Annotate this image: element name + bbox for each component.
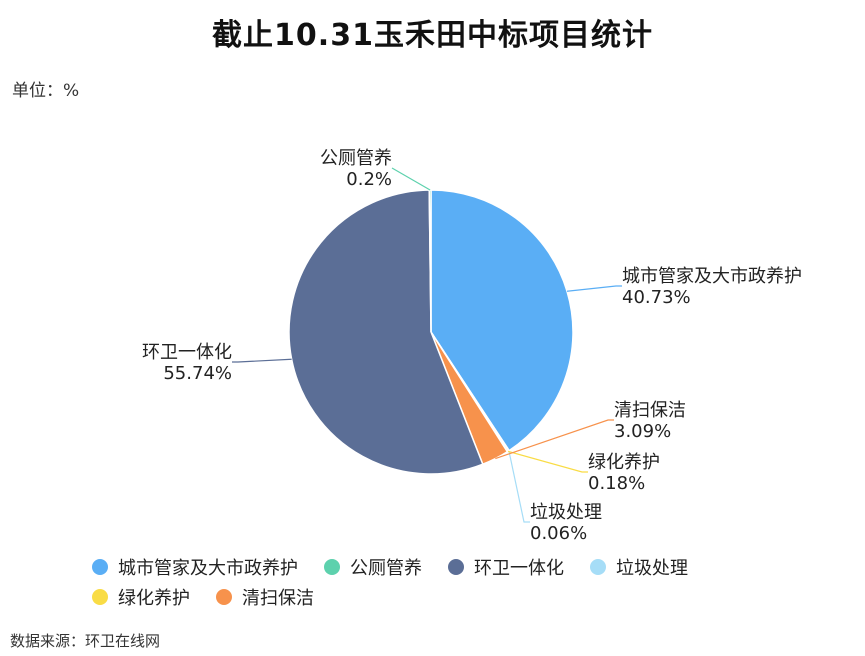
unit-separator: ： [46, 81, 63, 101]
unit-value: % [63, 81, 80, 101]
data-label-name-waste-treatment: 垃圾处理 [530, 502, 602, 523]
legend-label-sanitation-integration: 环卫一体化 [474, 558, 564, 579]
unit-note: 单位：% [12, 76, 79, 101]
legend-swatch-greening [92, 589, 108, 605]
legend-item-sanitation-integration[interactable]: 环卫一体化 [448, 555, 564, 579]
legend-label-public-toilet: 公厕管养 [350, 558, 422, 579]
data-label-name-cleaning: 清扫保洁 [614, 400, 686, 421]
data-label-value-urban-management: 40.73% [622, 287, 691, 308]
legend-item-waste-treatment[interactable]: 垃圾处理 [590, 555, 688, 579]
legend-swatch-waste-treatment [590, 559, 606, 575]
legend-swatch-sanitation-integration [448, 559, 464, 575]
leader-line-public-toilet [391, 167, 431, 191]
chart-title: 截止10.31玉禾田中标项目统计 [212, 18, 653, 53]
source-note: 数据来源：环卫在线网 [10, 630, 160, 651]
data-label-value-waste-treatment: 0.06% [530, 523, 587, 544]
leader-line-urban-management [566, 285, 622, 292]
leader-line-greening [507, 450, 588, 473]
leader-line-waste-treatment [508, 450, 530, 523]
data-label-value-cleaning: 3.09% [614, 421, 671, 442]
data-label-value-greening: 0.18% [588, 473, 645, 494]
source-label: 数据来源 [10, 632, 71, 650]
data-label-name-sanitation-integration: 环卫一体化 [142, 342, 232, 363]
legend-label-urban-management: 城市管家及大市政养护 [118, 558, 298, 579]
data-label-name-urban-management: 城市管家及大市政养护 [622, 266, 802, 287]
legend-item-cleaning[interactable]: 清扫保洁 [216, 585, 314, 609]
unit-label: 单位 [12, 81, 46, 101]
legend-swatch-urban-management [92, 559, 108, 575]
legend-label-cleaning: 清扫保洁 [242, 588, 314, 609]
chart-legend: 城市管家及大市政养护 公厕管养 环卫一体化 垃圾处理绿化养护 清扫保洁 [92, 555, 812, 609]
source-separator: ： [70, 632, 86, 650]
leader-line-sanitation-integration [232, 358, 292, 363]
data-label-value-sanitation-integration: 55.74% [163, 363, 232, 384]
legend-swatch-cleaning [216, 589, 232, 605]
legend-label-waste-treatment: 垃圾处理 [616, 558, 688, 579]
leader-line-cleaning [495, 419, 614, 460]
legend-item-public-toilet[interactable]: 公厕管养 [324, 555, 422, 579]
data-label-value-public-toilet: 0.2% [346, 169, 392, 190]
legend-swatch-public-toilet [324, 559, 340, 575]
legend-item-urban-management[interactable]: 城市管家及大市政养护 [92, 555, 298, 579]
legend-item-greening[interactable]: 绿化养护 [92, 585, 190, 609]
data-label-name-public-toilet: 公厕管养 [320, 148, 392, 169]
data-label-name-greening: 绿化养护 [588, 452, 660, 473]
source-value: 环卫在线网 [85, 632, 161, 650]
legend-label-greening: 绿化养护 [118, 588, 190, 609]
pie-slice-sanitation-integration[interactable] [288, 189, 484, 475]
